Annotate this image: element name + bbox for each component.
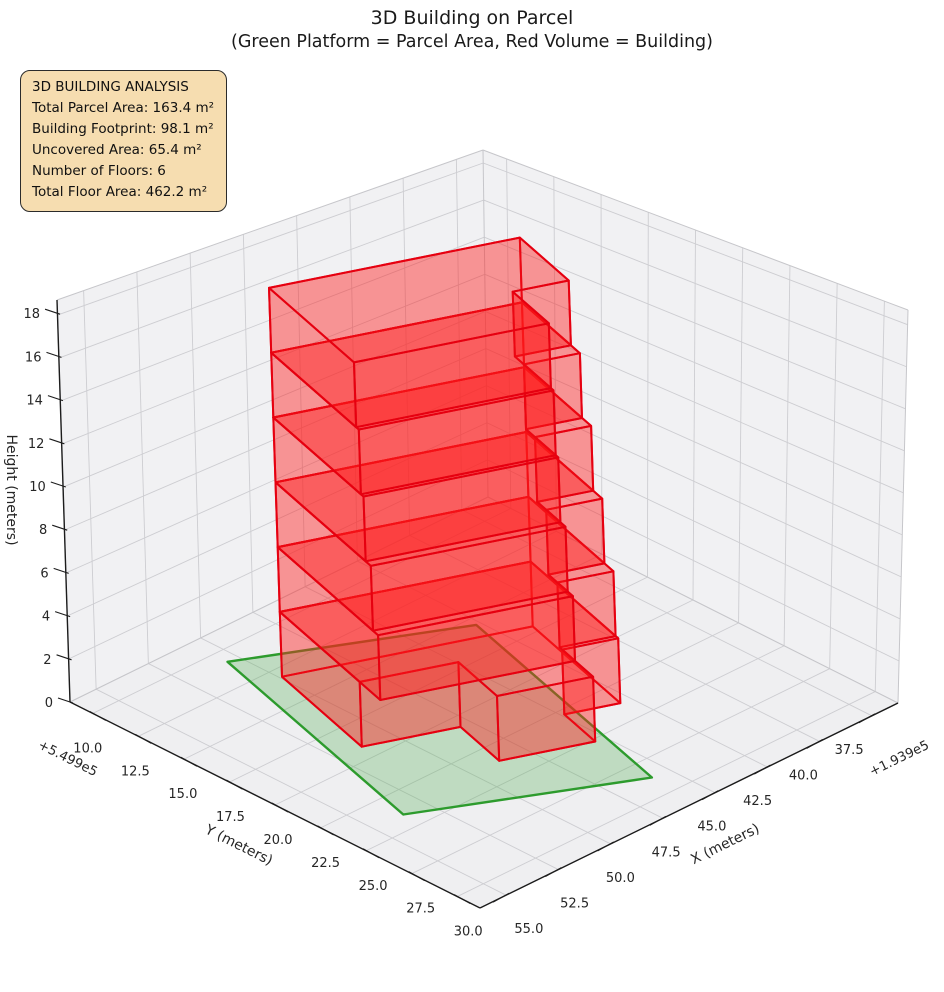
x-tick-label: 47.5 <box>652 845 681 860</box>
x-tick-label: 45.0 <box>697 820 726 835</box>
z-tick-label: 2 <box>43 653 51 668</box>
y-tick-label: 17.5 <box>216 810 245 825</box>
info-line: Number of Floors: 6 <box>32 162 166 179</box>
y-tick-label: 30.0 <box>454 925 483 940</box>
y-tick-label: 12.5 <box>121 764 150 779</box>
z-axis-label: Height (meters) <box>3 434 19 545</box>
grid-lines <box>56 149 909 909</box>
info-line: Total Floor Area: 462.2 m² <box>32 183 208 200</box>
z-tick-label: 8 <box>39 523 47 538</box>
x-tick-label: 37.5 <box>835 743 864 758</box>
pane-right <box>483 150 908 703</box>
z-tick-label: 10 <box>29 480 46 495</box>
parcel-platform <box>226 623 654 816</box>
y-tick-label: 22.5 <box>311 856 340 871</box>
x-tick-label: 55.0 <box>514 922 543 937</box>
z-tick-label: 14 <box>26 394 43 409</box>
floor-5-slab-top <box>268 236 570 364</box>
z-tick-label: 4 <box>42 610 50 625</box>
pane-left <box>57 150 488 702</box>
x-tick-label: 52.5 <box>560 897 589 912</box>
x-tick-label: 50.0 <box>606 871 635 886</box>
y-tick-label: 15.0 <box>168 787 197 802</box>
x-axis-offset-text: +1.939e5 <box>867 738 931 780</box>
plot-title: 3D Building on Parcel <box>370 7 574 29</box>
analysis-info-box: 3D BUILDING ANALYSIS Total Parcel Area: … <box>20 70 228 212</box>
y-tick-label: 10.0 <box>73 741 102 756</box>
z-tick-label: 6 <box>40 566 48 581</box>
parcel-polygon <box>226 623 654 816</box>
y-tick-label: 20.0 <box>264 833 293 848</box>
z-tick-label: 18 <box>23 307 40 322</box>
x-tick-label: 42.5 <box>743 794 772 809</box>
y-tick-label: 27.5 <box>406 902 435 917</box>
y-tick-label: 25.0 <box>359 879 388 894</box>
x-tick-label: 40.0 <box>789 768 818 783</box>
plot-subtitle: (Green Platform = Parcel Area, Red Volum… <box>231 32 713 52</box>
z-tick-label: 16 <box>25 350 42 365</box>
info-line: Building Footprint: 98.1 m² <box>32 120 214 137</box>
info-box-title: 3D BUILDING ANALYSIS <box>32 79 189 95</box>
info-line: Total Parcel Area: 163.4 m² <box>32 99 215 116</box>
z-tick-label: 12 <box>28 437 45 452</box>
z-tick-label: 0 <box>45 696 53 711</box>
info-line: Uncovered Area: 65.4 m² <box>32 141 202 158</box>
building-volume <box>268 236 622 762</box>
